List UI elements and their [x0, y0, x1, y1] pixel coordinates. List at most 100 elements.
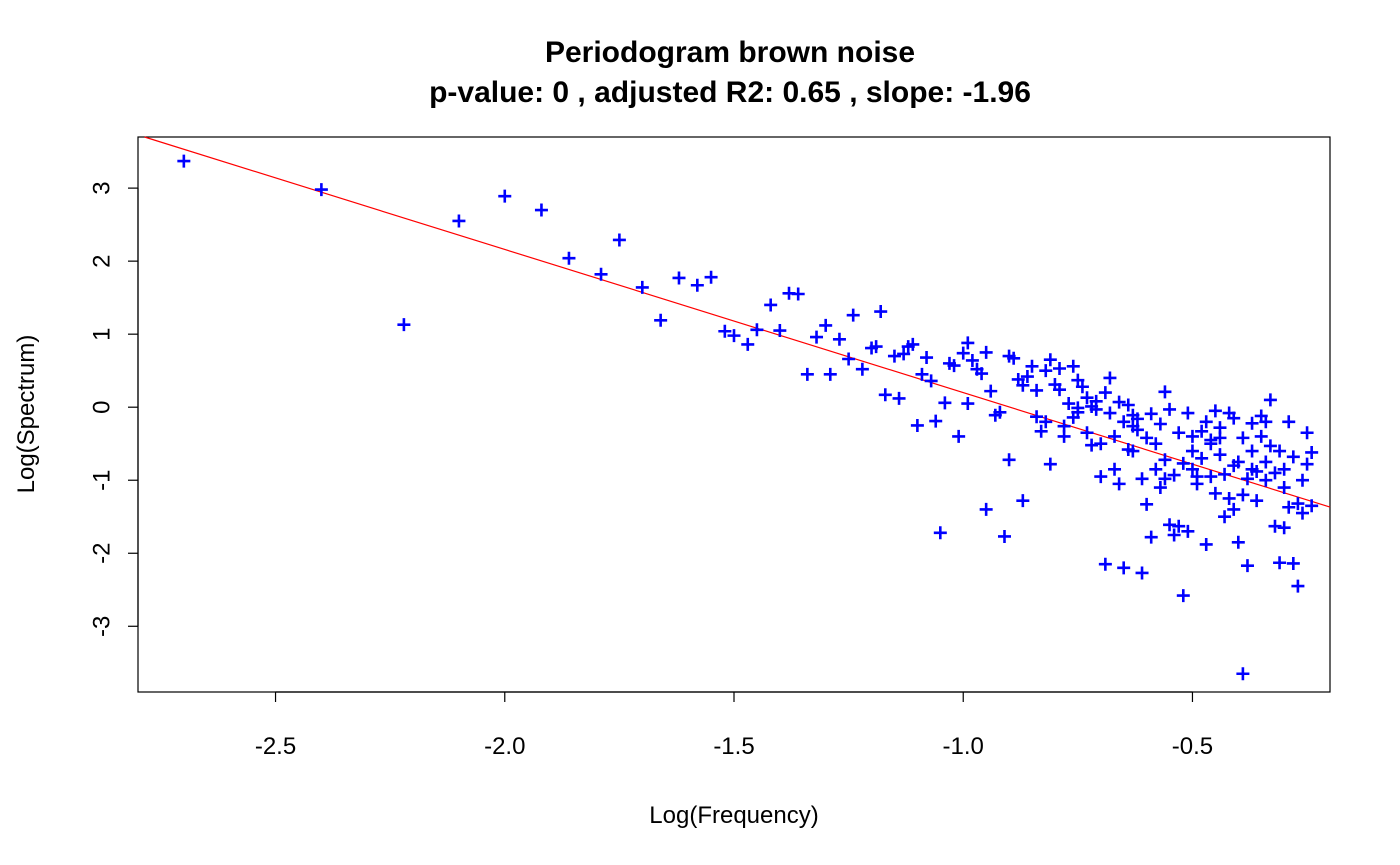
y-tick-label: 0	[89, 401, 116, 414]
y-tick-label: -3	[89, 616, 116, 637]
data-point	[704, 270, 718, 284]
chart-title: Periodogram brown noise	[545, 36, 915, 69]
y-tick-label: 1	[89, 327, 116, 340]
data-point	[1291, 497, 1305, 511]
data-point	[1195, 451, 1209, 465]
data-point	[823, 367, 837, 381]
data-point	[594, 267, 608, 281]
data-point	[1016, 378, 1030, 392]
data-point	[1130, 423, 1144, 437]
data-point	[1135, 472, 1149, 486]
data-point	[956, 346, 970, 360]
data-point	[1135, 566, 1149, 580]
data-point	[1282, 415, 1296, 429]
data-point	[1204, 470, 1218, 484]
data-point	[498, 189, 512, 203]
data-point	[690, 278, 704, 292]
data-point	[897, 347, 911, 361]
data-point	[1236, 488, 1250, 502]
data-point	[1149, 437, 1163, 451]
data-point	[1245, 462, 1259, 476]
data-point	[1140, 497, 1154, 511]
data-point	[1236, 431, 1250, 445]
data-point	[672, 271, 686, 285]
data-point	[718, 324, 732, 338]
data-point	[1167, 468, 1181, 482]
data-point	[773, 324, 787, 338]
data-point	[1117, 415, 1131, 429]
data-point	[1039, 364, 1053, 378]
y-tick-label: 2	[89, 254, 116, 267]
data-point	[1181, 524, 1195, 538]
chart-subtitle: p-value: 0 , adjusted R2: 0.65 , slope: …	[429, 76, 1031, 109]
data-point	[1057, 429, 1071, 443]
y-tick-label: -2	[89, 543, 116, 564]
data-point	[1277, 462, 1291, 476]
data-point	[855, 362, 869, 376]
data-point	[1112, 395, 1126, 409]
data-point	[1089, 394, 1103, 408]
data-point	[741, 337, 755, 351]
data-point	[842, 352, 856, 366]
x-tick-label: -2.0	[484, 733, 525, 760]
data-point	[397, 318, 411, 332]
data-point	[997, 529, 1011, 543]
data-point	[1075, 380, 1089, 394]
data-point	[1007, 351, 1021, 365]
data-point	[1020, 370, 1034, 384]
data-point	[993, 405, 1007, 419]
data-point	[1291, 579, 1305, 593]
data-point	[1273, 444, 1287, 458]
data-point	[1277, 521, 1291, 535]
data-point	[1043, 457, 1057, 471]
data-point	[979, 345, 993, 359]
data-point	[1163, 518, 1177, 532]
data-point	[1254, 429, 1268, 443]
data-point	[1167, 528, 1181, 542]
data-point	[314, 183, 328, 197]
data-point	[1245, 444, 1259, 458]
data-point	[1213, 421, 1227, 435]
data-point	[1199, 537, 1213, 551]
data-point	[654, 313, 668, 327]
data-point	[1172, 426, 1186, 440]
data-point	[1263, 393, 1277, 407]
data-point	[1053, 383, 1067, 397]
data-point	[906, 337, 920, 351]
data-point	[1213, 448, 1227, 462]
data-point	[1199, 415, 1213, 429]
data-point	[910, 418, 924, 432]
data-point	[1190, 470, 1204, 484]
data-point	[947, 359, 961, 373]
data-point	[933, 526, 947, 540]
data-point	[846, 308, 860, 322]
data-point	[1112, 477, 1126, 491]
data-point	[1208, 404, 1222, 418]
data-point	[1286, 450, 1300, 464]
data-point	[1259, 415, 1273, 429]
data-point	[1153, 481, 1167, 495]
data-point	[915, 367, 929, 381]
x-axis-label: Log(Frequency)	[649, 802, 818, 829]
data-point	[1030, 410, 1044, 424]
data-point	[1195, 424, 1209, 438]
data-point	[1282, 500, 1296, 514]
points-layer	[177, 154, 1319, 681]
data-point	[938, 396, 952, 410]
data-point	[1208, 486, 1222, 500]
y-tick-label: -1	[89, 470, 116, 491]
data-point	[1231, 535, 1245, 549]
x-tick-label: -2.5	[255, 733, 296, 760]
data-point	[1259, 473, 1273, 487]
data-point	[961, 397, 975, 411]
data-point	[1204, 433, 1218, 447]
data-point	[878, 388, 892, 402]
data-point	[1227, 459, 1241, 473]
data-point	[1108, 462, 1122, 476]
data-point	[1268, 519, 1282, 533]
data-point	[1286, 556, 1300, 570]
data-point	[1098, 557, 1112, 571]
data-point	[612, 233, 626, 247]
data-point	[1016, 494, 1030, 508]
data-point	[1039, 415, 1053, 429]
